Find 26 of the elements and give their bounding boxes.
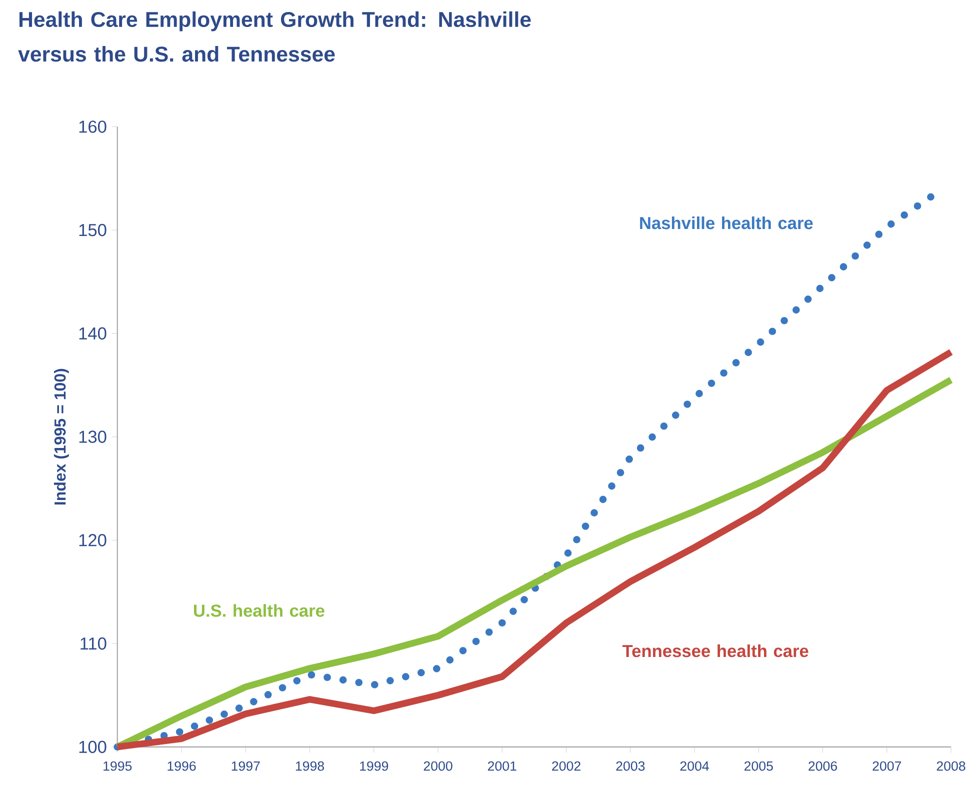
text: U.S. health care (194, 604, 324, 618)
x-tick-label: 2003 (616, 762, 645, 771)
y-tick-label: 150 (79, 224, 106, 236)
y-tick-label: 120 (79, 534, 106, 547)
chart-title: Health Care Employment Growth Trend: Nashville versus the U.S. and Tennessee (18, 12, 531, 62)
x-tick-label: 2008 (936, 762, 966, 771)
x-tick-label: 2006 (808, 762, 838, 771)
x-tick-label: 2002 (552, 762, 580, 771)
x-tick-label: 2005 (744, 762, 773, 771)
text: Tennessee health care (622, 644, 808, 658)
y-tick-label: 130 (79, 430, 106, 444)
x-tick-label: 2000 (424, 762, 452, 771)
x-tick-label: 2004 (680, 762, 709, 771)
x-tick-label: 2001 (488, 762, 516, 771)
y-tick-label: 100 (79, 740, 106, 754)
y-axis-title: Index (1995 = 100) (54, 369, 69, 505)
x-tick-label: 1999 (360, 762, 388, 771)
text: Nashville health care (640, 216, 813, 230)
y-tick-label: 110 (80, 638, 106, 650)
y-tick-label: 140 (79, 327, 106, 340)
x-tick-label: 1997 (232, 762, 260, 771)
y-tick-label: 160 (79, 120, 106, 134)
x-tick-label: 1995 (104, 762, 132, 771)
x-tick-label: 2007 (872, 762, 902, 771)
x-tick-label: 1998 (296, 762, 324, 771)
x-tick-label: 1996 (168, 762, 196, 771)
